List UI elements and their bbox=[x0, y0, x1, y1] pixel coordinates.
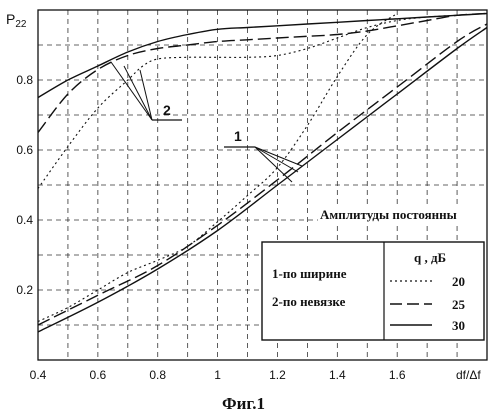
x-tick-label: 1.2 bbox=[269, 368, 286, 382]
y-tick-labels: 0.2 0.4 0.6 0.8 bbox=[16, 73, 33, 297]
annotation-amplitudes: Амплитуды постоянны bbox=[320, 207, 457, 222]
legend-box bbox=[261, 241, 485, 341]
marker-1-label: 1 bbox=[234, 128, 242, 144]
y-tick-label: 0.2 bbox=[16, 283, 33, 297]
legend-method-2: 2-по невязке bbox=[272, 294, 346, 309]
x-tick-label: 1 bbox=[214, 368, 221, 382]
y-tick-label: 0.8 bbox=[16, 73, 33, 87]
marker-1-leader bbox=[254, 146, 299, 173]
figure-caption: Фиг.1 bbox=[222, 394, 265, 413]
legend: 1-по ширине 2-по невязке q , дБ 20 25 30 bbox=[261, 241, 485, 341]
x-tick-label: 1.6 bbox=[389, 368, 406, 382]
series-line-method-2-q25 bbox=[37, 12, 488, 133]
y-axis-label: P22 bbox=[6, 11, 27, 30]
series-line-method-1-q20 bbox=[37, 13, 398, 322]
y-tick-label: 0.6 bbox=[16, 143, 33, 157]
x-tick-label: 0.6 bbox=[90, 368, 107, 382]
legend-header: q , дБ bbox=[414, 250, 446, 265]
marker-2: 2 bbox=[110, 61, 182, 121]
marker-1-leader bbox=[254, 146, 293, 183]
x-tick-label: 1.4 bbox=[329, 368, 346, 382]
series-line-method-1-q25 bbox=[37, 23, 488, 326]
legend-value-30: 30 bbox=[452, 318, 465, 333]
series-line-method-2-q30 bbox=[37, 12, 488, 99]
legend-method-1: 1-по ширине bbox=[272, 266, 347, 281]
y-tick-label: 0.4 bbox=[16, 213, 33, 227]
marker-1: 1 bbox=[224, 128, 303, 183]
x-tick-label: 0.4 bbox=[30, 368, 47, 382]
plot-frame bbox=[37, 9, 488, 361]
series-layer bbox=[37, 12, 488, 333]
marker-2-leader bbox=[110, 61, 153, 121]
series-line-method-1-q30 bbox=[37, 26, 488, 333]
annotation-background bbox=[318, 204, 484, 224]
marker-2-label: 2 bbox=[163, 102, 171, 118]
series-line-method-2-q20 bbox=[37, 12, 488, 189]
marker-2-leader bbox=[123, 65, 153, 121]
x-tick-label: 0.8 bbox=[149, 368, 166, 382]
marker-1-leader bbox=[254, 146, 303, 167]
marker-2-leader bbox=[139, 69, 153, 121]
legend-value-20: 20 bbox=[452, 274, 465, 289]
x-axis-label: df/Δf bbox=[456, 368, 481, 382]
legend-value-25: 25 bbox=[452, 297, 466, 312]
x-tick-labels: 0.4 0.6 0.8 1 1.2 1.4 1.6 bbox=[30, 368, 406, 382]
